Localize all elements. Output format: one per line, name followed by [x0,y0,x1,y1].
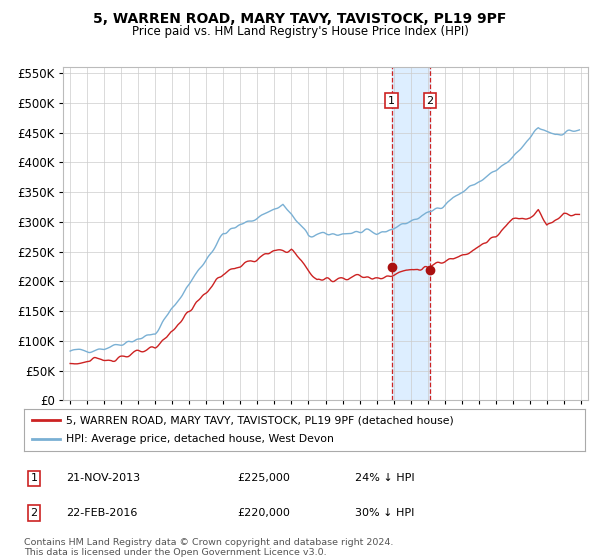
Text: 2: 2 [426,96,433,105]
Text: £220,000: £220,000 [237,508,290,518]
Text: HPI: Average price, detached house, West Devon: HPI: Average price, detached house, West… [66,435,334,445]
Text: £225,000: £225,000 [237,473,290,483]
Text: 30% ↓ HPI: 30% ↓ HPI [355,508,415,518]
Text: 22-FEB-2016: 22-FEB-2016 [66,508,137,518]
Bar [392,67,430,400]
Text: 2: 2 [31,508,38,518]
Text: 5, WARREN ROAD, MARY TAVY, TAVISTOCK, PL19 9PF (detached house): 5, WARREN ROAD, MARY TAVY, TAVISTOCK, PL… [66,415,454,425]
Text: 1: 1 [31,473,38,483]
Text: Contains HM Land Registry data © Crown copyright and database right 2024.
This d: Contains HM Land Registry data © Crown c… [24,538,394,557]
Text: 5, WARREN ROAD, MARY TAVY, TAVISTOCK, PL19 9PF: 5, WARREN ROAD, MARY TAVY, TAVISTOCK, PL… [94,12,506,26]
Text: 21-NOV-2013: 21-NOV-2013 [66,473,140,483]
Text: 1: 1 [388,96,395,105]
Text: Price paid vs. HM Land Registry's House Price Index (HPI): Price paid vs. HM Land Registry's House … [131,25,469,38]
Text: 24% ↓ HPI: 24% ↓ HPI [355,473,415,483]
